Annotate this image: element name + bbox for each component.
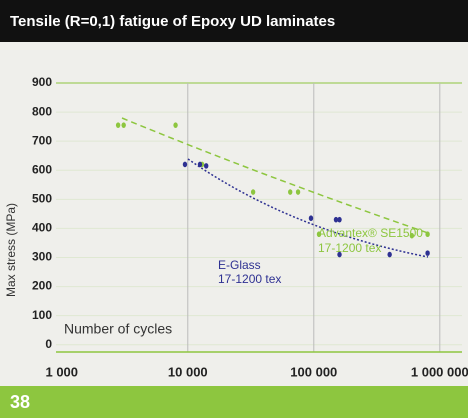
page-number: 38 [10, 392, 30, 412]
chart-title: Tensile (R=0,1) fatigue of Epoxy UD lami… [10, 13, 335, 30]
series-sublabel: 17-1200 tex [318, 241, 381, 255]
x-axis-label: Number of cycles [64, 321, 172, 337]
data-point [333, 216, 339, 223]
data-point [197, 161, 203, 168]
data-point [203, 163, 209, 169]
data-point [288, 189, 293, 195]
data-point [409, 232, 415, 239]
x-tick-label: 1 000 [45, 364, 78, 379]
y-axis-label: Max stress (MPa) [4, 203, 18, 297]
y-tick-label: 100 [32, 308, 52, 322]
data-point [425, 231, 430, 238]
y-tick-label: 700 [32, 133, 52, 147]
data-point [387, 251, 392, 258]
y-tick-label: 200 [32, 279, 52, 293]
x-tick-label: 1 000 000 [411, 364, 468, 379]
data-point [316, 231, 322, 238]
data-point [115, 122, 121, 128]
series-sublabel: 17-1200 tex [218, 272, 281, 286]
data-point [250, 189, 256, 195]
y-tick-label: 800 [32, 104, 52, 118]
data-point [337, 216, 342, 223]
y-tick-label: 600 [32, 162, 52, 176]
title-bar [0, 0, 468, 42]
data-point [337, 251, 342, 258]
data-point [295, 189, 301, 195]
series-label: Advantex® SE1500 [318, 226, 423, 240]
trend-line [187, 158, 429, 258]
y-tick-label: 0 [45, 337, 52, 351]
y-tick-label: 400 [32, 221, 52, 235]
data-point [173, 122, 178, 128]
x-tick-label: 10 000 [168, 364, 208, 379]
trend-line [121, 117, 429, 234]
data-point [308, 215, 314, 222]
data-point [425, 250, 430, 256]
y-tick-label: 900 [32, 75, 52, 89]
series-label: E-Glass [218, 258, 261, 272]
footer-bar [0, 386, 468, 418]
y-tick-label: 500 [32, 191, 52, 205]
data-point [121, 122, 126, 128]
x-tick-label: 100 000 [290, 364, 337, 379]
data-point [182, 161, 188, 168]
y-tick-label: 300 [32, 250, 52, 264]
